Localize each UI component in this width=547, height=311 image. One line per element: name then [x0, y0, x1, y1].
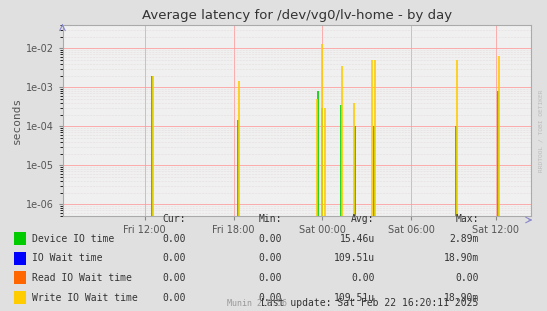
Text: 0.00: 0.00	[258, 273, 282, 283]
Text: 2.89m: 2.89m	[449, 234, 479, 244]
Text: IO Wait time: IO Wait time	[32, 253, 103, 263]
Text: RRDTOOL / TOBI OETIKER: RRDTOOL / TOBI OETIKER	[538, 89, 543, 172]
Text: Avg:: Avg:	[351, 214, 375, 224]
Text: 18.90m: 18.90m	[444, 293, 479, 303]
Text: 0.00: 0.00	[162, 293, 186, 303]
Text: 0.00: 0.00	[162, 253, 186, 263]
Text: 0.00: 0.00	[258, 234, 282, 244]
Text: 0.00: 0.00	[258, 253, 282, 263]
Text: Min:: Min:	[258, 214, 282, 224]
Text: 0.00: 0.00	[455, 273, 479, 283]
Text: 15.46u: 15.46u	[340, 234, 375, 244]
Text: 109.51u: 109.51u	[334, 293, 375, 303]
Text: Max:: Max:	[455, 214, 479, 224]
Text: Munin 2.0.56: Munin 2.0.56	[227, 299, 287, 308]
Text: Write IO Wait time: Write IO Wait time	[32, 293, 138, 303]
Text: 109.51u: 109.51u	[334, 253, 375, 263]
Text: 0.00: 0.00	[162, 273, 186, 283]
Text: 0.00: 0.00	[162, 234, 186, 244]
Text: Cur:: Cur:	[162, 214, 186, 224]
Text: Last update: Sat Feb 22 16:20:11 2025: Last update: Sat Feb 22 16:20:11 2025	[261, 298, 479, 308]
Text: 0.00: 0.00	[351, 273, 375, 283]
Text: Read IO Wait time: Read IO Wait time	[32, 273, 132, 283]
Y-axis label: seconds: seconds	[11, 97, 22, 144]
Title: Average latency for /dev/vg0/lv-home - by day: Average latency for /dev/vg0/lv-home - b…	[142, 9, 452, 22]
Text: Device IO time: Device IO time	[32, 234, 114, 244]
Text: 18.90m: 18.90m	[444, 253, 479, 263]
Text: 0.00: 0.00	[258, 293, 282, 303]
